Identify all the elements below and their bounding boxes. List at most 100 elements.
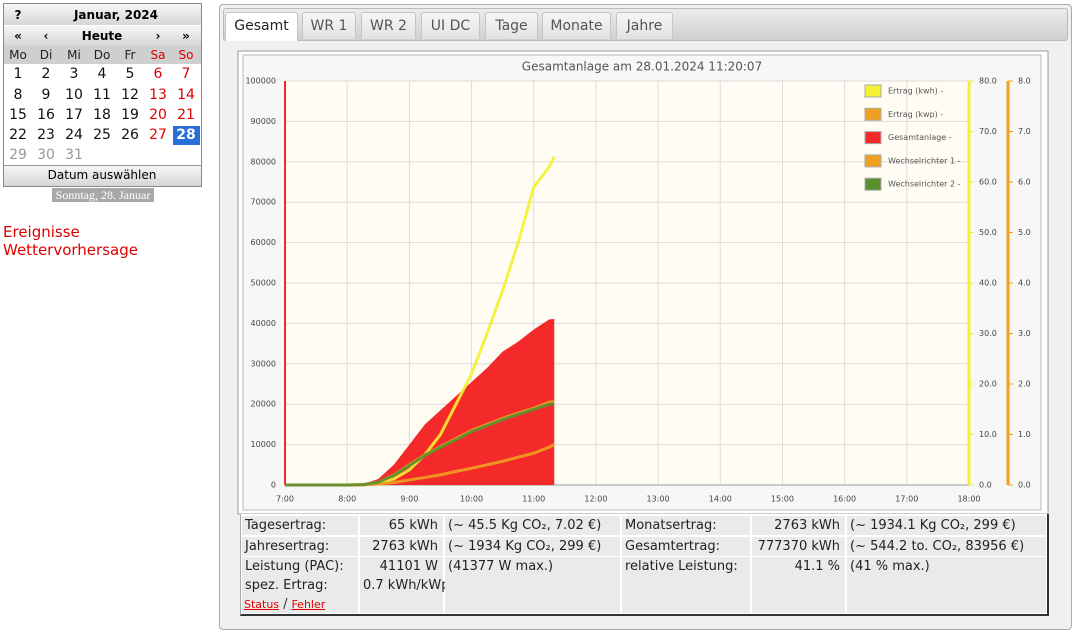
- y-tick-label: 70000: [251, 198, 276, 207]
- tab[interactable]: WR 1: [302, 12, 356, 39]
- calendar-day[interactable]: 3: [69, 65, 79, 82]
- side-link[interactable]: Wettervorhersage: [3, 241, 138, 259]
- stats-cell: [360, 516, 443, 535]
- y-tick-label: 50000: [251, 279, 276, 288]
- calendar-day[interactable]: 2: [41, 65, 51, 82]
- y-tick-label: 10.0: [979, 430, 997, 439]
- tab[interactable]: Monate: [542, 12, 611, 39]
- y-tick-label: 40000: [251, 319, 276, 328]
- calendar-footer-label[interactable]: Datum auswählen: [47, 168, 157, 182]
- x-tick-label: 13:00: [647, 495, 670, 504]
- y-tick-label: 90000: [251, 117, 276, 126]
- weekday: Di: [39, 48, 53, 62]
- stats-text: Gesamtertrag:: [625, 539, 720, 554]
- calendar-day[interactable]: 17: [65, 106, 83, 123]
- stats-cell: [752, 516, 845, 535]
- stats-cell: [622, 537, 750, 556]
- y-tick-label: 6.0: [1018, 178, 1031, 187]
- calendar-day[interactable]: 6: [153, 65, 163, 82]
- stats-cell: [622, 557, 750, 576]
- calendar-day[interactable]: 21: [177, 106, 195, 123]
- tab[interactable]: Tage: [485, 12, 538, 39]
- weekday: Sa: [150, 48, 166, 62]
- calendar-day[interactable]: 13: [149, 86, 167, 103]
- tab[interactable]: Jahre: [616, 12, 673, 39]
- calendar-day[interactable]: 19: [121, 106, 139, 123]
- stats-cell: [847, 576, 1046, 595]
- chart-title: Gesamtanlage am 28.01.2024 11:20:07: [522, 60, 762, 74]
- stats-cell: [445, 557, 620, 576]
- x-tick-label: 14:00: [709, 495, 732, 504]
- calendar-nav-button[interactable]: ›: [155, 29, 161, 43]
- calendar-nav-button[interactable]: »: [182, 29, 190, 43]
- calendar-nav-button[interactable]: ‹: [43, 29, 49, 43]
- stats-text: (41377 W max.): [448, 559, 554, 574]
- legend-label: Ertrag (kwh) -: [888, 87, 943, 96]
- calendar-day[interactable]: 30: [37, 146, 55, 163]
- calendar-day[interactable]: 26: [121, 126, 139, 143]
- x-tick-label: 16:00: [833, 495, 856, 504]
- calendar-day[interactable]: 18: [93, 106, 111, 123]
- side-link[interactable]: Ereignisse: [3, 223, 80, 241]
- error-link[interactable]: Fehler: [291, 598, 326, 611]
- stats-cell: [360, 576, 443, 595]
- calendar-day[interactable]: 31: [65, 146, 83, 163]
- calendar-day[interactable]: 20: [149, 106, 167, 123]
- selected-date: Sonntag, 28. Januar: [52, 188, 154, 202]
- tab[interactable]: UI DC: [421, 12, 480, 39]
- calendar-day[interactable]: 9: [41, 86, 51, 103]
- weekday: Mo: [9, 48, 27, 62]
- calendar-day[interactable]: 15: [9, 106, 27, 123]
- calendar-day[interactable]: 11: [93, 86, 111, 103]
- x-tick-label: 18:00: [957, 495, 980, 504]
- y-tick-label: 60.0: [979, 178, 997, 187]
- stats-text: (41 % max.): [850, 559, 930, 574]
- weekday: Do: [93, 48, 111, 62]
- stats-text: 41101 W: [379, 559, 438, 574]
- y-tick-label: 8.0: [1018, 77, 1031, 86]
- y-tick-label: 2.0: [1018, 380, 1031, 389]
- calendar-nav-button[interactable]: Heute: [81, 29, 123, 43]
- x-tick-label: 11:00: [522, 495, 545, 504]
- x-tick-label: 15:00: [771, 495, 794, 504]
- tab[interactable]: WR 2: [361, 12, 416, 39]
- calendar-day[interactable]: 10: [65, 86, 83, 103]
- stats-text: Leistung (PAC):: [245, 559, 344, 574]
- calendar-day[interactable]: 1: [13, 65, 23, 82]
- stats-cell: [847, 537, 1046, 556]
- tab[interactable]: Gesamt: [225, 12, 298, 41]
- calendar-day[interactable]: 29: [9, 146, 27, 163]
- calendar-day[interactable]: 5: [125, 65, 135, 82]
- calendar-day[interactable]: 27: [149, 126, 167, 143]
- calendar-day[interactable]: 16: [37, 106, 55, 123]
- calendar-day[interactable]: 24: [65, 126, 83, 143]
- calendar-nav: [4, 26, 201, 46]
- calendar-day[interactable]: 23: [37, 126, 55, 143]
- y-tick-label: 5.0: [1018, 228, 1031, 237]
- status-link[interactable]: Status: [244, 598, 280, 611]
- stats-text: Monatsertrag:: [625, 518, 717, 533]
- calendar-day[interactable]: 25: [93, 126, 111, 143]
- calendar-day[interactable]: 22: [9, 126, 27, 143]
- y-tick-label: 10000: [251, 440, 276, 449]
- y-tick-label: 0.0: [979, 481, 992, 490]
- x-tick-label: 12:00: [584, 495, 607, 504]
- x-tick-label: 8:00: [338, 495, 356, 504]
- help-button[interactable]: ?: [14, 8, 22, 22]
- stats-cell: [847, 557, 1046, 576]
- calendar-day[interactable]: 14: [177, 86, 195, 103]
- calendar-day[interactable]: 28: [172, 125, 200, 145]
- calendar-day[interactable]: 7: [181, 65, 191, 82]
- stats-cell: [445, 516, 620, 535]
- legend-label: Gesamtanlage -: [888, 133, 952, 142]
- stats-text: (~ 1934 Kg CO₂, 299 €): [448, 539, 602, 554]
- calendar-nav-button[interactable]: «: [14, 29, 22, 43]
- calendar-day[interactable]: 12: [121, 86, 139, 103]
- stats-cell: [752, 537, 845, 556]
- stats-cell: [752, 557, 845, 576]
- calendar-footer: [4, 165, 201, 186]
- y-tick-label: 20.0: [979, 380, 997, 389]
- calendar-day[interactable]: 8: [13, 86, 23, 103]
- calendar-day[interactable]: 4: [97, 65, 107, 82]
